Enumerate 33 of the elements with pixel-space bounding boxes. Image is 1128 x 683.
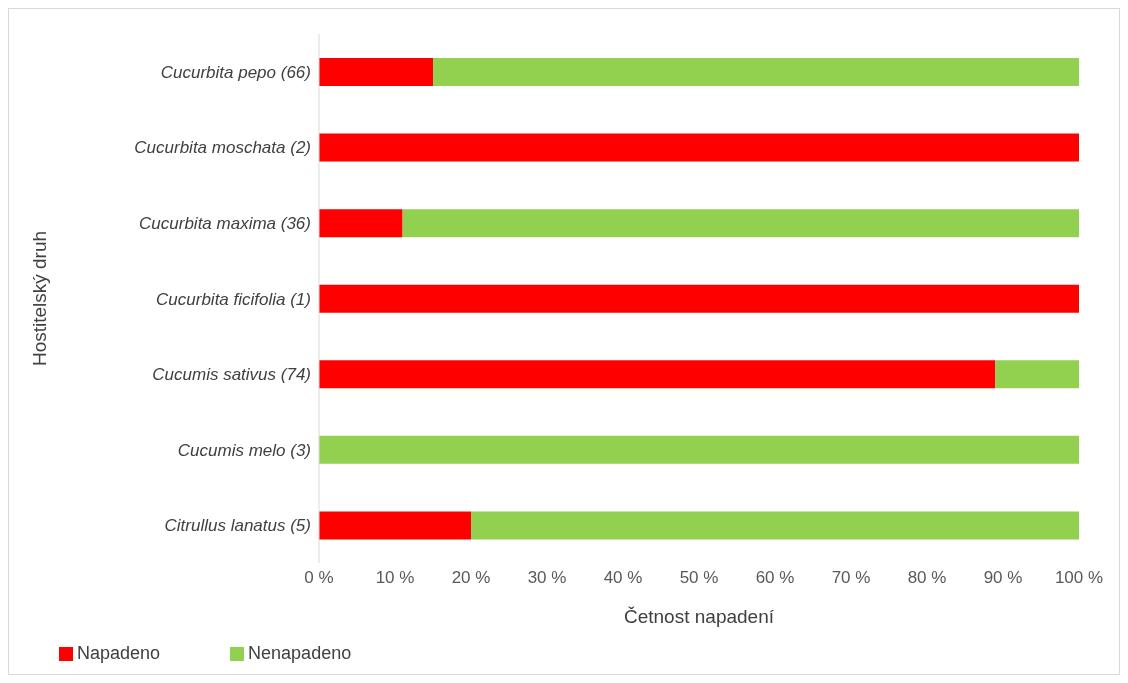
x-tick-label: 20 % — [451, 568, 491, 588]
bar — [319, 133, 1079, 162]
y-tick-label: Cucumis sativus (74) — [152, 365, 311, 385]
bar — [319, 360, 996, 389]
legend-label: Nenapadeno — [248, 643, 352, 663]
bar — [319, 284, 1079, 313]
bar — [319, 58, 433, 86]
bar — [995, 360, 1079, 389]
bar — [433, 58, 1079, 86]
y-tick-label: Citrullus lanatus (5) — [164, 516, 311, 536]
x-tick-label: 0 % — [304, 568, 334, 588]
x-tick-label: 70 % — [831, 568, 871, 588]
y-tick-label: Cucurbita pepo (66) — [160, 62, 311, 82]
y-tick-label: Cucurbita moschata (2) — [134, 138, 311, 158]
y-tick-label: Cucumis melo (3) — [177, 440, 311, 460]
bar — [319, 435, 1079, 464]
x-tick-label: 60 % — [755, 568, 795, 588]
x-tick-label: 80 % — [907, 568, 947, 588]
x-tick-label: 40 % — [603, 568, 643, 588]
x-tick-label: 100 % — [1054, 568, 1104, 588]
bar — [471, 511, 1079, 540]
y-tick-label: Cucurbita maxima (36) — [139, 213, 311, 233]
x-axis-title: Četnost napadení — [623, 606, 775, 627]
y-tick-label: Cucurbita ficifolia (1) — [156, 289, 311, 309]
x-tick-label: 90 % — [983, 568, 1023, 588]
bar — [319, 209, 403, 238]
y-axis-title: Hostitelský druh — [28, 230, 50, 367]
x-tick-label: 10 % — [375, 568, 415, 588]
legend-label: Napadeno — [77, 643, 161, 663]
bar — [319, 511, 471, 540]
bar — [402, 209, 1079, 238]
x-tick-label: 50 % — [679, 568, 719, 588]
x-tick-label: 30 % — [527, 568, 567, 588]
